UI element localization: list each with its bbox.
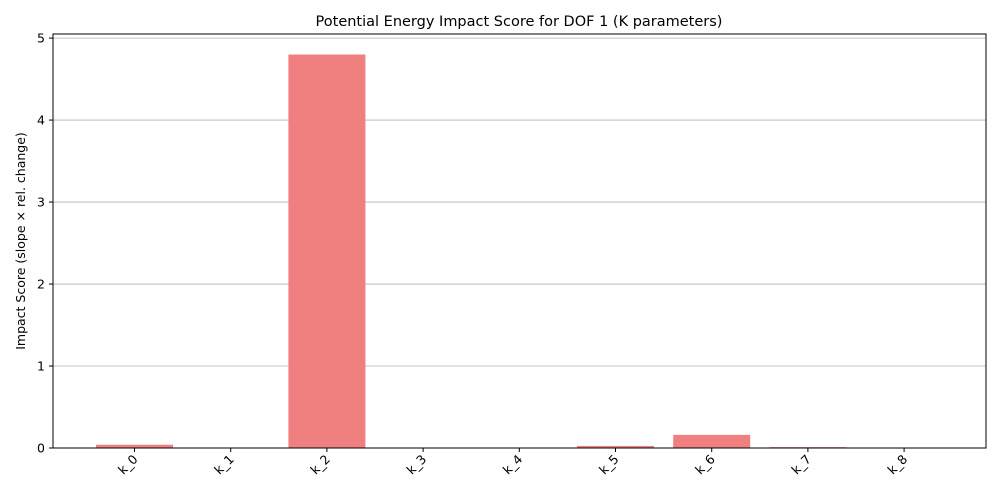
x-axis-ticks: k_0 k_1 k_2 k_3 k_4 k_5 k_6 k_7 k_8 [115,448,910,477]
y-tick-label: 4 [37,113,45,128]
x-tick-label: k_3 [403,452,429,478]
y-axis-ticks: 0 1 2 3 4 5 [37,31,53,456]
y-tick-label: 1 [37,359,45,374]
x-tick-label: k_0 [115,451,141,477]
x-tick-label: k_1 [211,452,237,478]
bar-k_0 [96,444,173,448]
y-axis-label: Impact Score (slope × rel. change) [13,132,28,350]
bar-k_5 [577,445,654,448]
chart-title: Potential Energy Impact Score for DOF 1 … [316,14,723,30]
plot-frame [52,33,987,449]
x-tick-label: k_5 [596,452,622,478]
x-tick-label: k_8 [884,451,910,477]
gridlines [53,37,986,367]
x-tick-label: k_7 [788,452,814,478]
y-tick-label: 3 [37,195,45,210]
y-tick-label: 2 [37,277,45,292]
bars [96,54,847,448]
bar-k_6 [673,434,751,448]
x-tick-label: k_6 [692,451,718,477]
x-tick-label: k_2 [307,452,333,478]
bar-k_2 [288,54,366,448]
y-tick-label: 5 [37,31,45,46]
y-tick-label: 0 [37,441,45,456]
x-tick-label: k_4 [500,451,526,477]
